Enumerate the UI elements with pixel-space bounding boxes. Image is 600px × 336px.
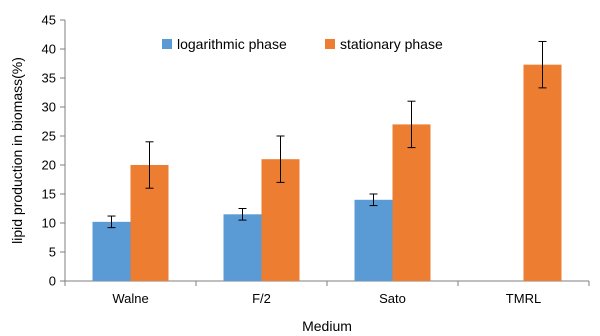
y-tick-label: 40 xyxy=(42,42,56,57)
x-tick-label: Walne xyxy=(112,291,148,306)
y-tick-label: 10 xyxy=(42,216,56,231)
legend-swatch xyxy=(162,39,172,49)
x-axis-title: Medium xyxy=(302,318,352,334)
x-tick-label: F/2 xyxy=(252,291,271,306)
y-tick-label: 35 xyxy=(42,71,56,86)
y-axis-ticks: 0 5 10 15 20 25 30 35 40 45 xyxy=(42,13,65,289)
bars-group xyxy=(92,64,562,282)
y-tick-label: 45 xyxy=(42,13,56,28)
y-tick-label: 20 xyxy=(42,158,56,173)
bar xyxy=(392,124,431,282)
bar xyxy=(223,214,262,281)
bar xyxy=(354,199,393,281)
y-tick-label: 30 xyxy=(42,100,56,115)
legend-label: stationary phase xyxy=(340,36,443,52)
y-tick-label: 0 xyxy=(49,274,56,289)
y-axis-title: lipid production in biomass(%) xyxy=(9,57,25,244)
y-tick-label: 15 xyxy=(42,187,56,202)
error-bars-group xyxy=(107,40,547,229)
y-tick-label: 25 xyxy=(42,129,56,144)
legend-label: logarithmic phase xyxy=(177,36,287,52)
x-tick-label: Sato xyxy=(379,291,406,306)
bar xyxy=(92,221,131,281)
bar xyxy=(523,64,562,281)
y-tick-label: 5 xyxy=(49,245,56,260)
x-tick-label: TMRL xyxy=(506,291,541,306)
legend: logarithmic phase stationary phase xyxy=(162,36,443,52)
x-axis-ticks: Walne F/2 Sato TMRL xyxy=(64,281,590,306)
legend-swatch xyxy=(325,39,335,49)
